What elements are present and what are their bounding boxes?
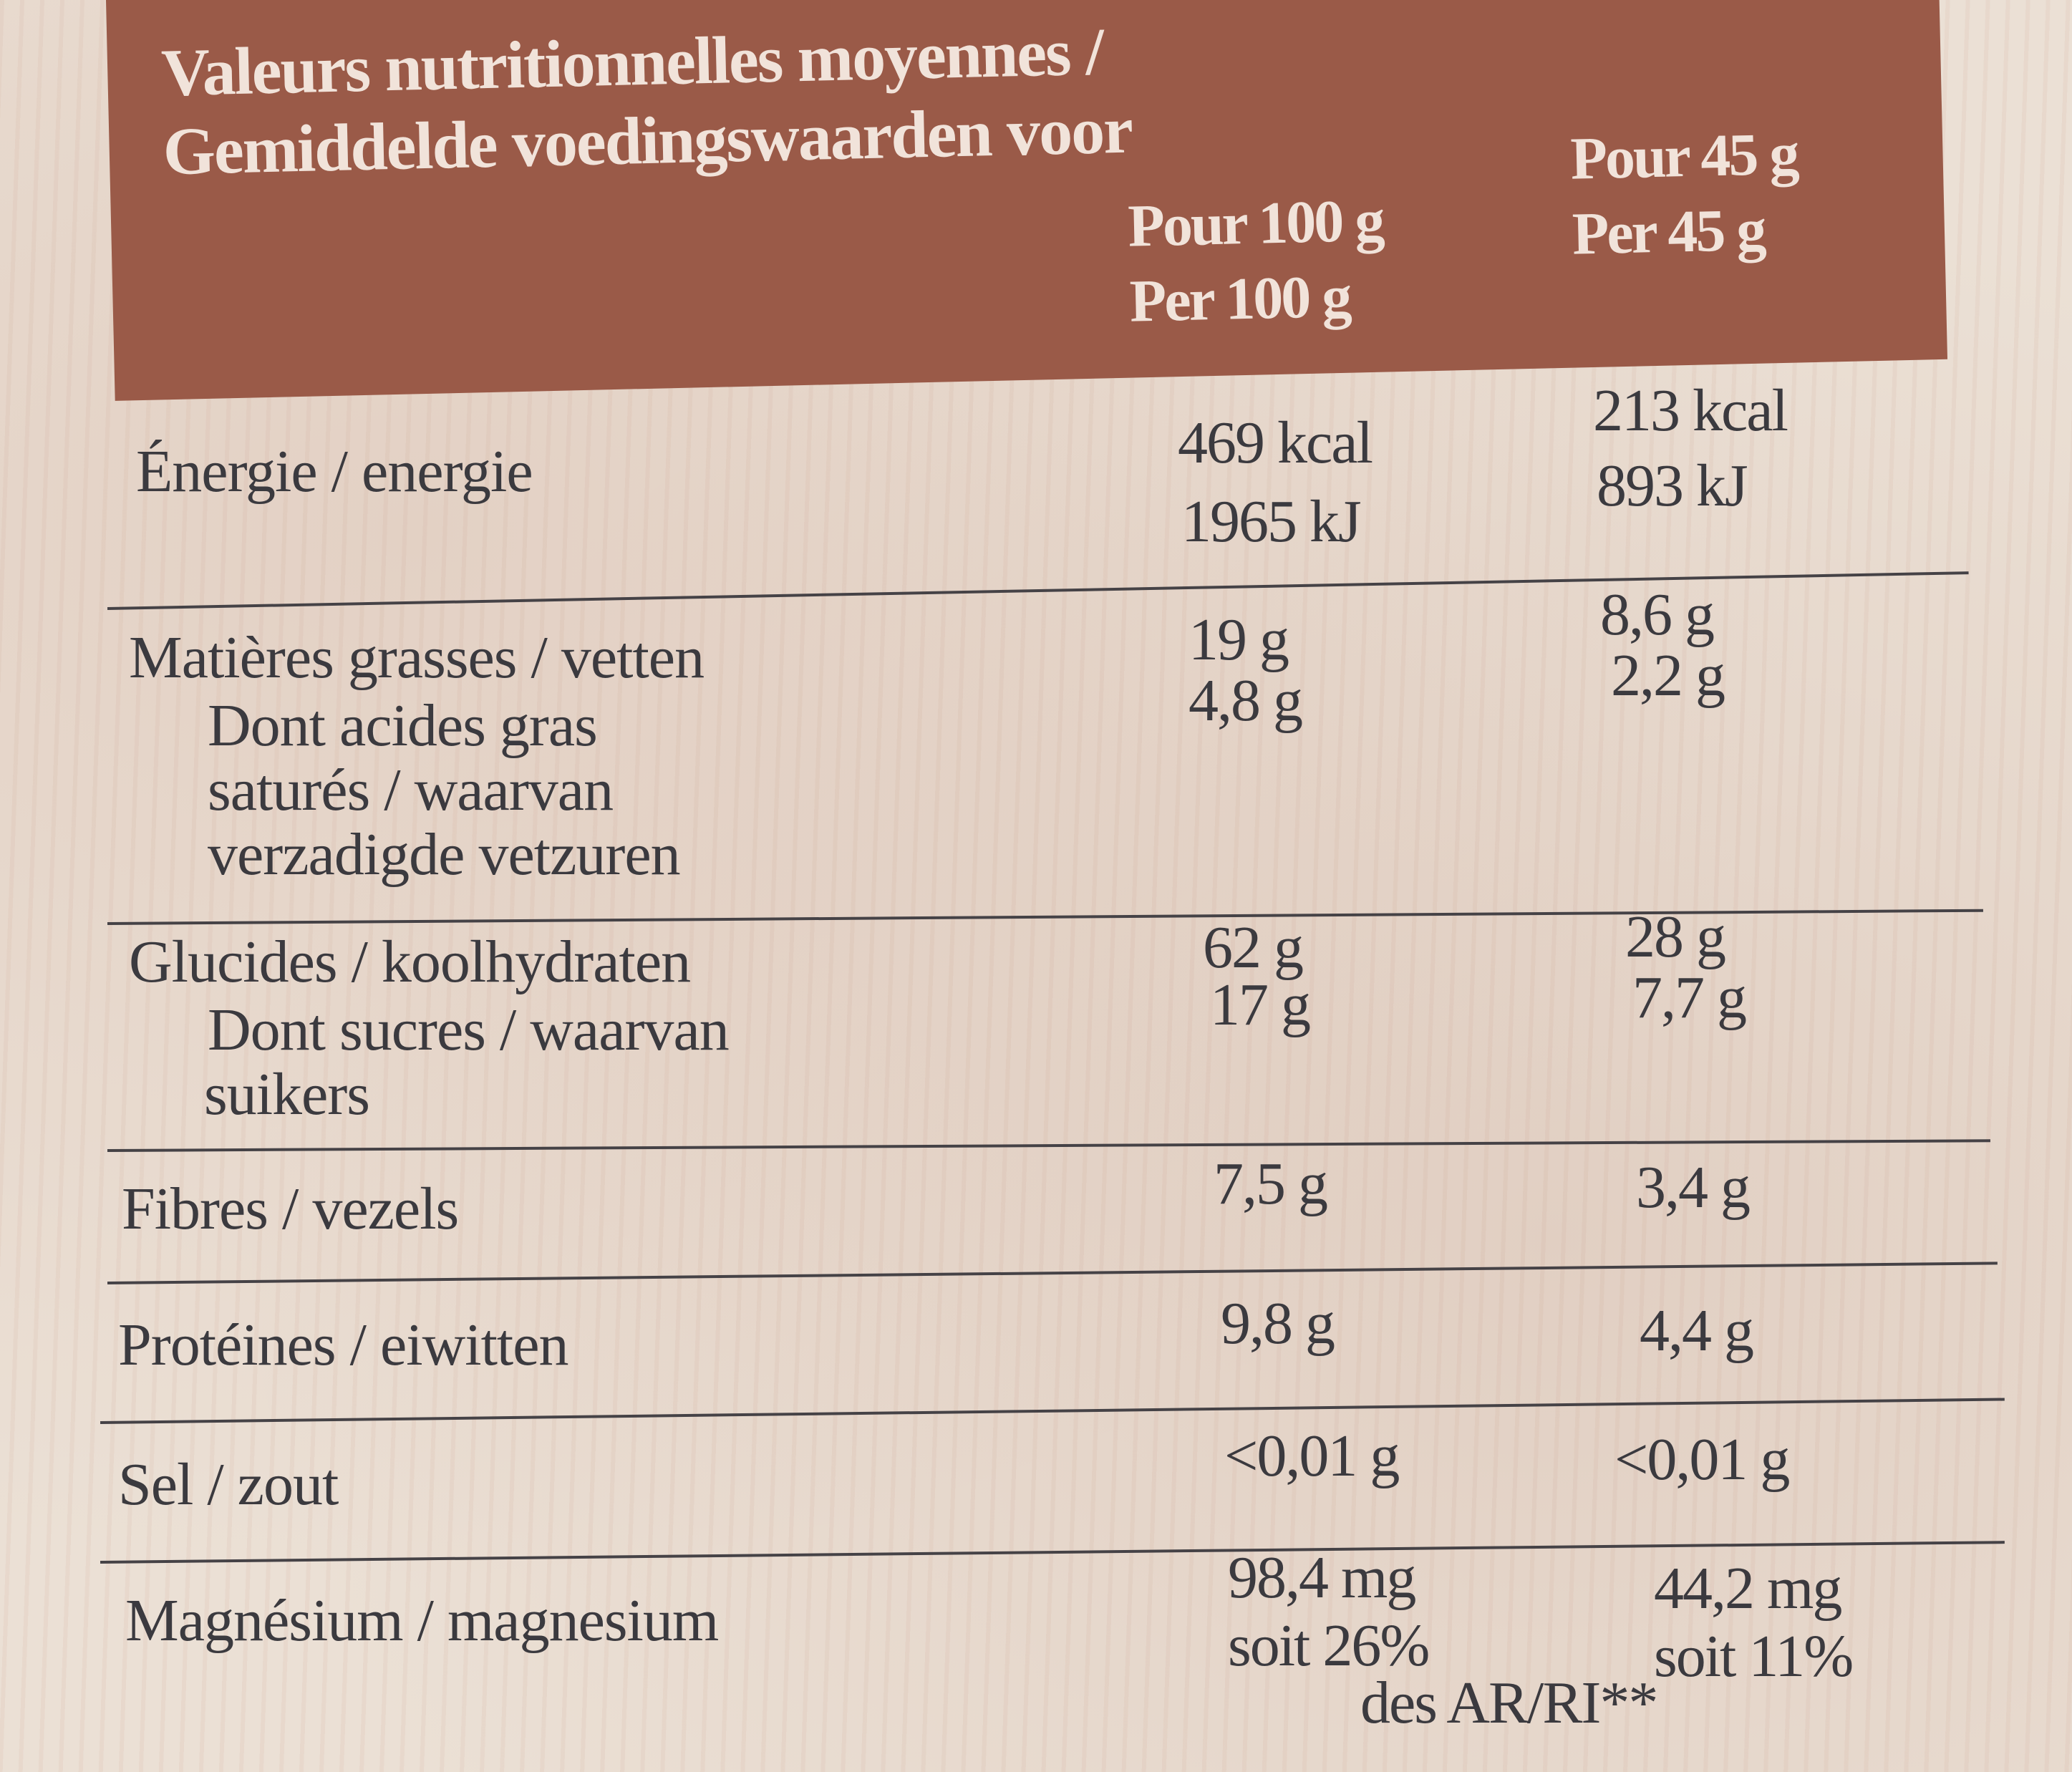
fibre-45g: 3,4 g <box>1636 1154 1751 1221</box>
energy-label: Énergie / energie <box>136 438 533 505</box>
saturated-fat-45g: 2,2 g <box>1611 642 1725 709</box>
saturated-fat-label-3: verzadigde vetzuren <box>208 821 681 888</box>
protein-45g: 4,4 g <box>1640 1297 1754 1364</box>
sugars-label-2: suikers <box>204 1061 370 1128</box>
salt-label: Sel / zout <box>118 1451 339 1518</box>
magnesium-100g-percent: soit 26% <box>1228 1612 1430 1679</box>
fat-100g: 19 g <box>1189 606 1289 673</box>
saturated-fat-100g: 4,8 g <box>1189 667 1303 734</box>
magnesium-100g: 98,4 mg <box>1228 1544 1416 1611</box>
sugars-label-1: Dont sucres / waarvan <box>208 997 730 1063</box>
sugars-100g: 17 g <box>1210 972 1311 1038</box>
protein-100g: 9,8 g <box>1221 1290 1335 1357</box>
carbs-100g: 62 g <box>1203 914 1304 981</box>
fibre-label: Fibres / vezels <box>122 1176 459 1242</box>
saturated-fat-label-2: saturés / waarvan <box>208 757 614 823</box>
fat-label: Matières grasses / vetten <box>129 624 705 691</box>
fat-45g: 8,6 g <box>1600 581 1715 648</box>
salt-45g: <0,01 g <box>1614 1426 1790 1493</box>
sugars-45g: 7,7 g <box>1632 964 1747 1031</box>
magnesium-45g: 44,2 mg <box>1654 1555 1842 1622</box>
divider <box>107 1139 1990 1152</box>
energy-100g-kj: 1965 kJ <box>1181 488 1362 555</box>
carbs-label: Glucides / koolhydraten <box>129 929 691 995</box>
energy-45g-kcal: 213 kcal <box>1593 377 1788 444</box>
saturated-fat-label-1: Dont acides gras <box>208 692 598 759</box>
magnesium-45g-percent: soit 11% <box>1654 1623 1854 1690</box>
magnesium-label: Magnésium / magnesium <box>125 1587 719 1654</box>
carbs-45g: 28 g <box>1625 904 1726 970</box>
energy-100g-kcal: 469 kcal <box>1178 410 1373 476</box>
protein-label: Protéines / eiwitten <box>118 1312 569 1378</box>
energy-45g-kj: 893 kJ <box>1597 452 1748 519</box>
reference-intake-note: des AR/RI** <box>1360 1670 1658 1736</box>
fibre-100g: 7,5 g <box>1214 1151 1328 1217</box>
divider <box>100 1398 2005 1424</box>
divider <box>107 1262 1998 1284</box>
salt-100g: <0,01 g <box>1224 1423 1400 1489</box>
